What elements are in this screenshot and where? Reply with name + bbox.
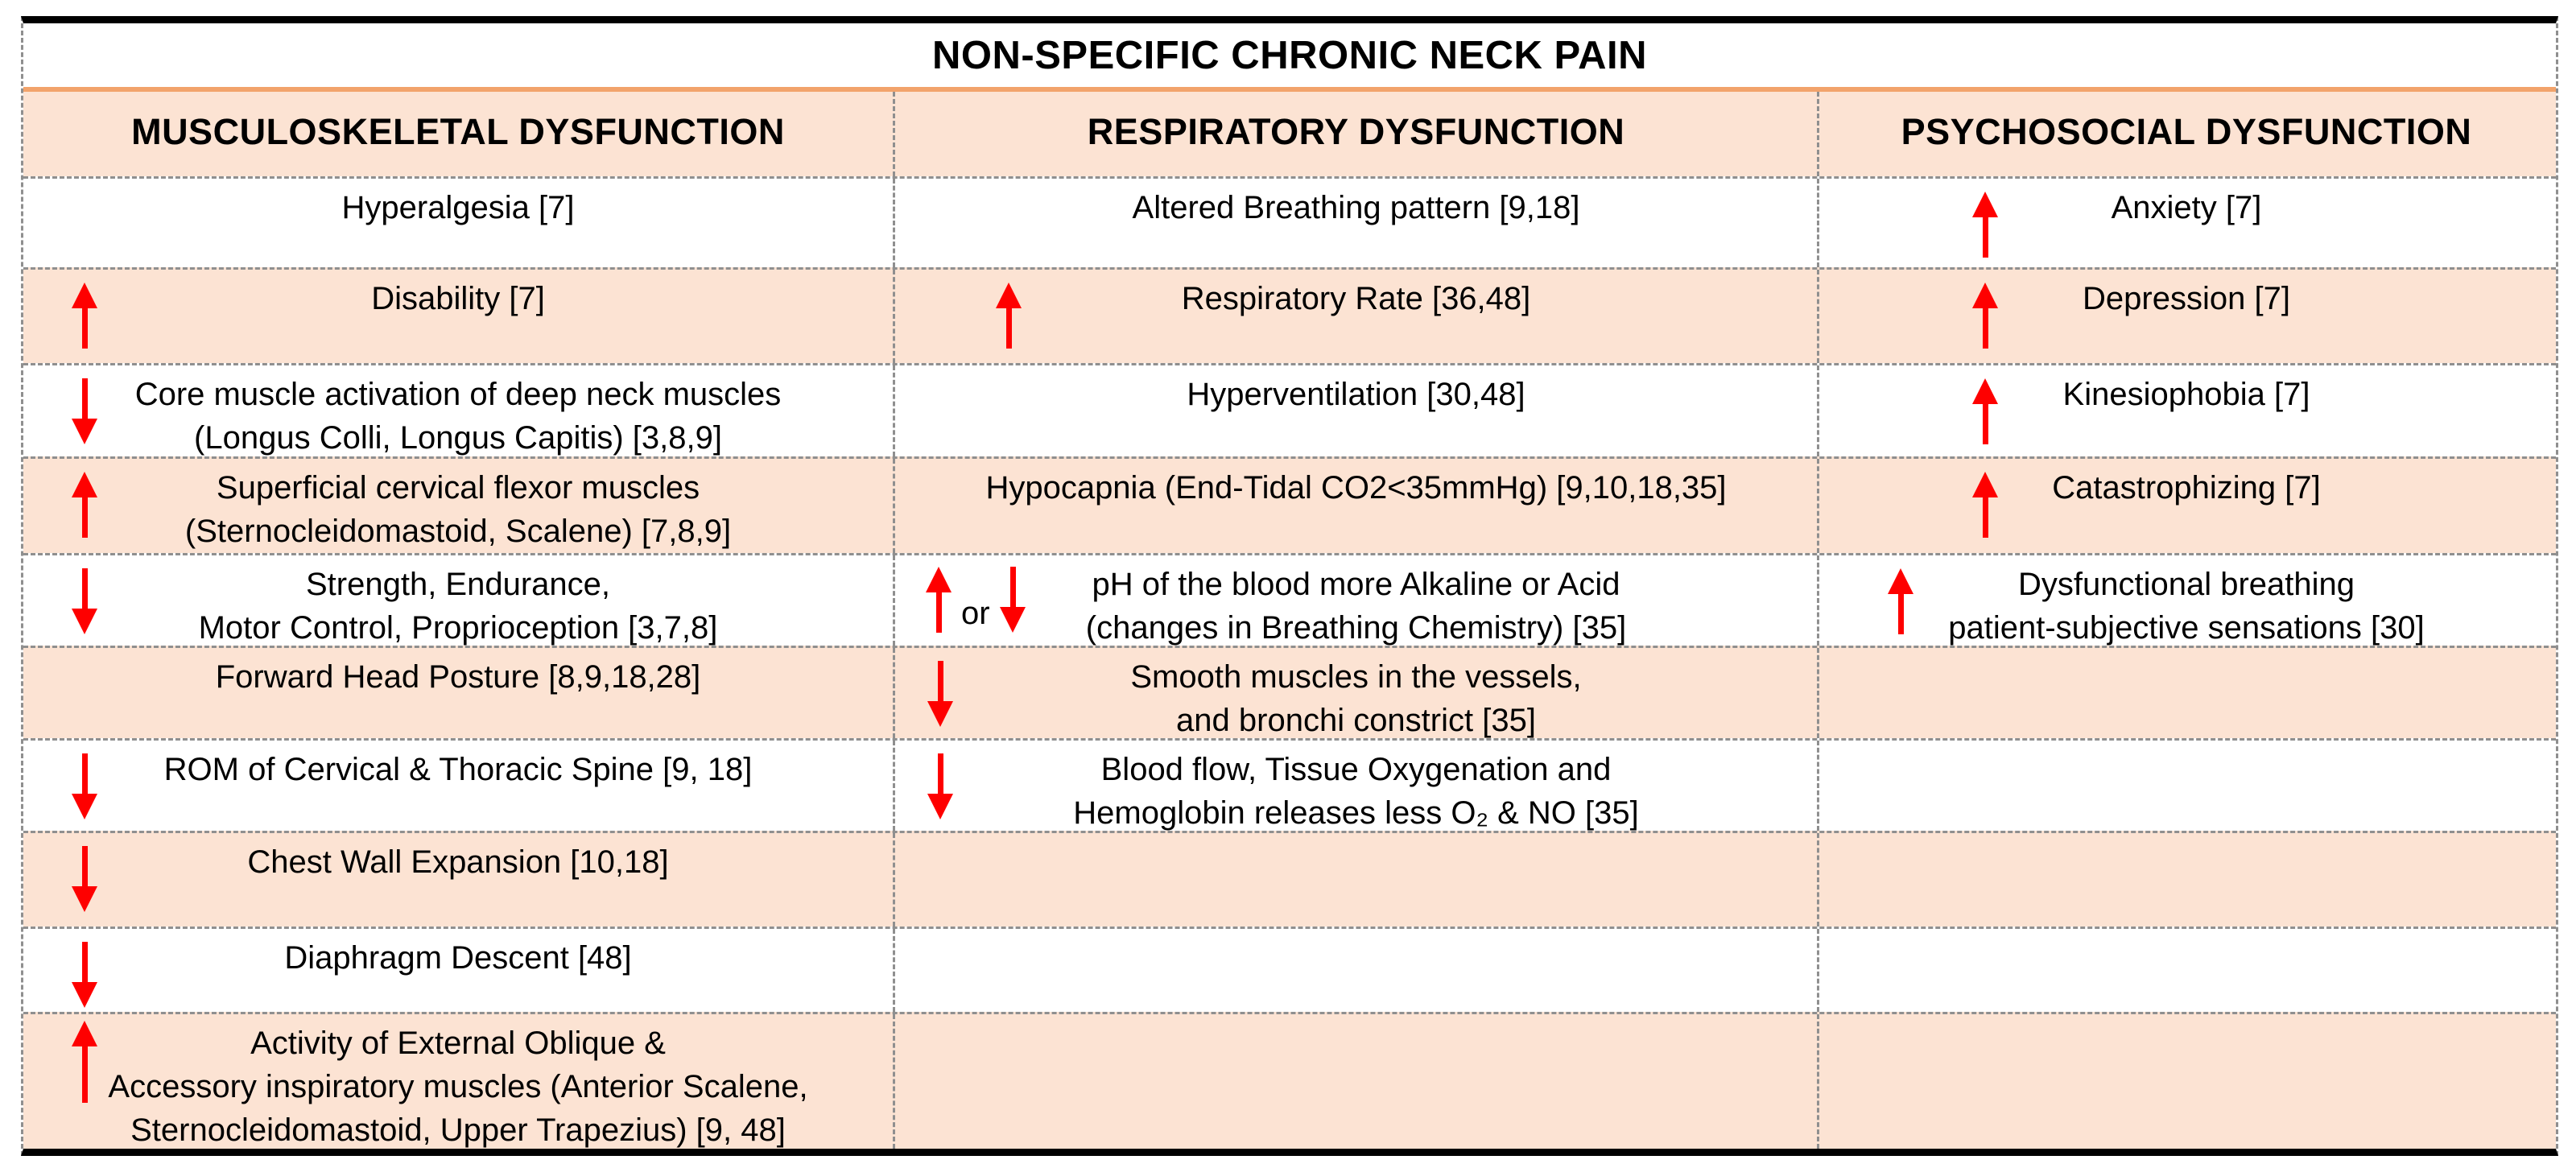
cell-empty	[1817, 741, 2553, 831]
table-title: NON-SPECIFIC CHRONIC NECK PAIN	[932, 33, 1647, 77]
table-row: Superficial cervical flexor muscles (Ste…	[23, 456, 2556, 553]
cell-altered-breathing: Altered Breathing pattern [9,18]	[893, 179, 1817, 267]
cell-empty	[1817, 1014, 2553, 1149]
cell-kinesiophobia: Kinesiophobia [7]	[1817, 365, 2553, 456]
down-arrow-icon	[927, 661, 953, 727]
cell-blood-flow: Blood flow, Tissue Oxygenation and Hemog…	[893, 741, 1817, 831]
table-title-row: NON-SPECIFIC CHRONIC NECK PAIN	[23, 23, 2556, 87]
up-arrow-icon	[996, 283, 1022, 349]
cell-text: Disability [7]	[371, 281, 545, 316]
cell-text: Chest Wall Expansion [10,18]	[247, 844, 669, 880]
cell-catastrophizing: Catastrophizing [7]	[1817, 459, 2553, 553]
cell-text: Core muscle activation of deep neck musc…	[134, 377, 782, 456]
cell-accessory-muscle-activity: Activity of External Oblique & Accessory…	[23, 1014, 893, 1149]
table-row: Forward Head Posture [8,9,18,28] Smooth …	[23, 646, 2556, 738]
cell-text: Blood flow, Tissue Oxygenation and Hemog…	[1073, 752, 1639, 831]
table-row: Chest Wall Expansion [10,18]	[23, 831, 2556, 927]
cell-text: ROM of Cervical & Thoracic Spine [9, 18]	[163, 752, 753, 787]
cell-text: Anxiety [7]	[2111, 190, 2262, 225]
cell-respiratory-rate: Respiratory Rate [36,48]	[893, 270, 1817, 363]
cell-text: pH of the blood more Alkaline or Acid (c…	[1085, 567, 1627, 646]
cell-text: Dysfunctional breathing patient-subjecti…	[1948, 567, 2425, 646]
table-row: Hyperalgesia [7] Altered Breathing patte…	[23, 176, 2556, 267]
cell-text: Hyperventilation [30,48]	[1187, 377, 1525, 412]
header-respiratory: RESPIRATORY DYSFUNCTION	[893, 92, 1817, 176]
up-arrow-icon	[72, 1021, 97, 1103]
up-arrow-icon	[1972, 378, 1998, 444]
down-arrow-icon	[72, 846, 97, 912]
cell-forward-head-posture: Forward Head Posture [8,9,18,28]	[23, 648, 893, 738]
cell-text: Hypocapnia (End-Tidal CO2<35mmHg) [9,10,…	[985, 470, 1727, 506]
neck-pain-dysfunction-table: NON-SPECIFIC CHRONIC NECK PAIN MUSCULOSK…	[21, 16, 2558, 1156]
up-arrow-icon	[1972, 192, 1998, 258]
cell-text: Activity of External Oblique & Accessory…	[108, 1026, 808, 1148]
cell-text: Hyperalgesia [7]	[341, 190, 575, 225]
down-arrow-icon	[999, 567, 1026, 633]
cell-empty	[1817, 648, 2553, 738]
cell-disability: Disability [7]	[23, 270, 893, 363]
cell-text: Depression [7]	[2083, 281, 2290, 316]
cell-empty	[893, 929, 1817, 1012]
or-label: or	[961, 596, 990, 631]
cell-diaphragm-descent: Diaphragm Descent [48]	[23, 929, 893, 1012]
table-row: Activity of External Oblique & Accessory…	[23, 1012, 2556, 1149]
cell-empty	[1817, 929, 2553, 1012]
header-psychosocial: PSYCHOSOCIAL DYSFUNCTION	[1817, 92, 2553, 176]
up-arrow-icon	[1888, 568, 1913, 634]
cell-empty	[893, 1014, 1817, 1149]
down-arrow-icon	[72, 378, 97, 444]
table-row: Diaphragm Descent [48]	[23, 927, 2556, 1012]
cell-smooth-muscles: Smooth muscles in the vessels, and bronc…	[893, 648, 1817, 738]
up-arrow-icon	[1972, 283, 1998, 349]
cell-strength-endurance: Strength, Endurance, Motor Control, Prop…	[23, 555, 893, 646]
table-header-row: MUSCULOSKELETAL DYSFUNCTION RESPIRATORY …	[23, 87, 2556, 176]
cell-core-muscle-activation: Core muscle activation of deep neck musc…	[23, 365, 893, 456]
cell-text: Superficial cervical flexor muscles (Ste…	[184, 470, 732, 549]
cell-superficial-flexors: Superficial cervical flexor muscles (Ste…	[23, 459, 893, 553]
header-musculoskeletal: MUSCULOSKELETAL DYSFUNCTION	[131, 111, 785, 152]
cell-depression: Depression [7]	[1817, 270, 2553, 363]
cell-text: Forward Head Posture [8,9,18,28]	[215, 659, 701, 695]
cell-hyperventilation: Hyperventilation [30,48]	[893, 365, 1817, 456]
cell-hyperalgesia: Hyperalgesia [7]	[23, 179, 893, 267]
cell-text: Altered Breathing pattern [9,18]	[1132, 190, 1580, 225]
cell-hypocapnia: Hypocapnia (End-Tidal CO2<35mmHg) [9,10,…	[893, 459, 1817, 553]
cell-text: Respiratory Rate [36,48]	[1181, 281, 1531, 316]
cell-empty	[893, 833, 1817, 927]
up-or-down-arrow-icon: or	[926, 567, 1026, 633]
cell-text: Kinesiophobia [7]	[2062, 377, 2310, 412]
cell-text: Diaphragm Descent [48]	[284, 940, 632, 976]
down-arrow-icon	[927, 753, 953, 819]
up-arrow-icon	[926, 567, 952, 633]
up-arrow-icon	[72, 472, 97, 538]
table-row: Core muscle activation of deep neck musc…	[23, 363, 2556, 456]
cell-empty	[1817, 833, 2553, 927]
up-arrow-icon	[72, 283, 97, 349]
cell-text: Strength, Endurance, Motor Control, Prop…	[198, 567, 718, 646]
table-row: Strength, Endurance, Motor Control, Prop…	[23, 553, 2556, 646]
table-row: Disability [7] Respiratory Rate [36,48] …	[23, 267, 2556, 363]
cell-anxiety: Anxiety [7]	[1817, 179, 2553, 267]
cell-blood-ph: or pH of the blood more Alkaline or Acid…	[893, 555, 1817, 646]
cell-text: Smooth muscles in the vessels, and bronc…	[1130, 659, 1582, 738]
cell-chest-wall-expansion: Chest Wall Expansion [10,18]	[23, 833, 893, 927]
table-row: ROM of Cervical & Thoracic Spine [9, 18]…	[23, 738, 2556, 831]
cell-dysfunctional-breathing: Dysfunctional breathing patient-subjecti…	[1817, 555, 2553, 646]
cell-text: Catastrophizing [7]	[2052, 470, 2321, 506]
down-arrow-icon	[72, 942, 97, 1008]
down-arrow-icon	[72, 753, 97, 819]
down-arrow-icon	[72, 568, 97, 634]
up-arrow-icon	[1972, 472, 1998, 538]
cell-rom-spine: ROM of Cervical & Thoracic Spine [9, 18]	[23, 741, 893, 831]
